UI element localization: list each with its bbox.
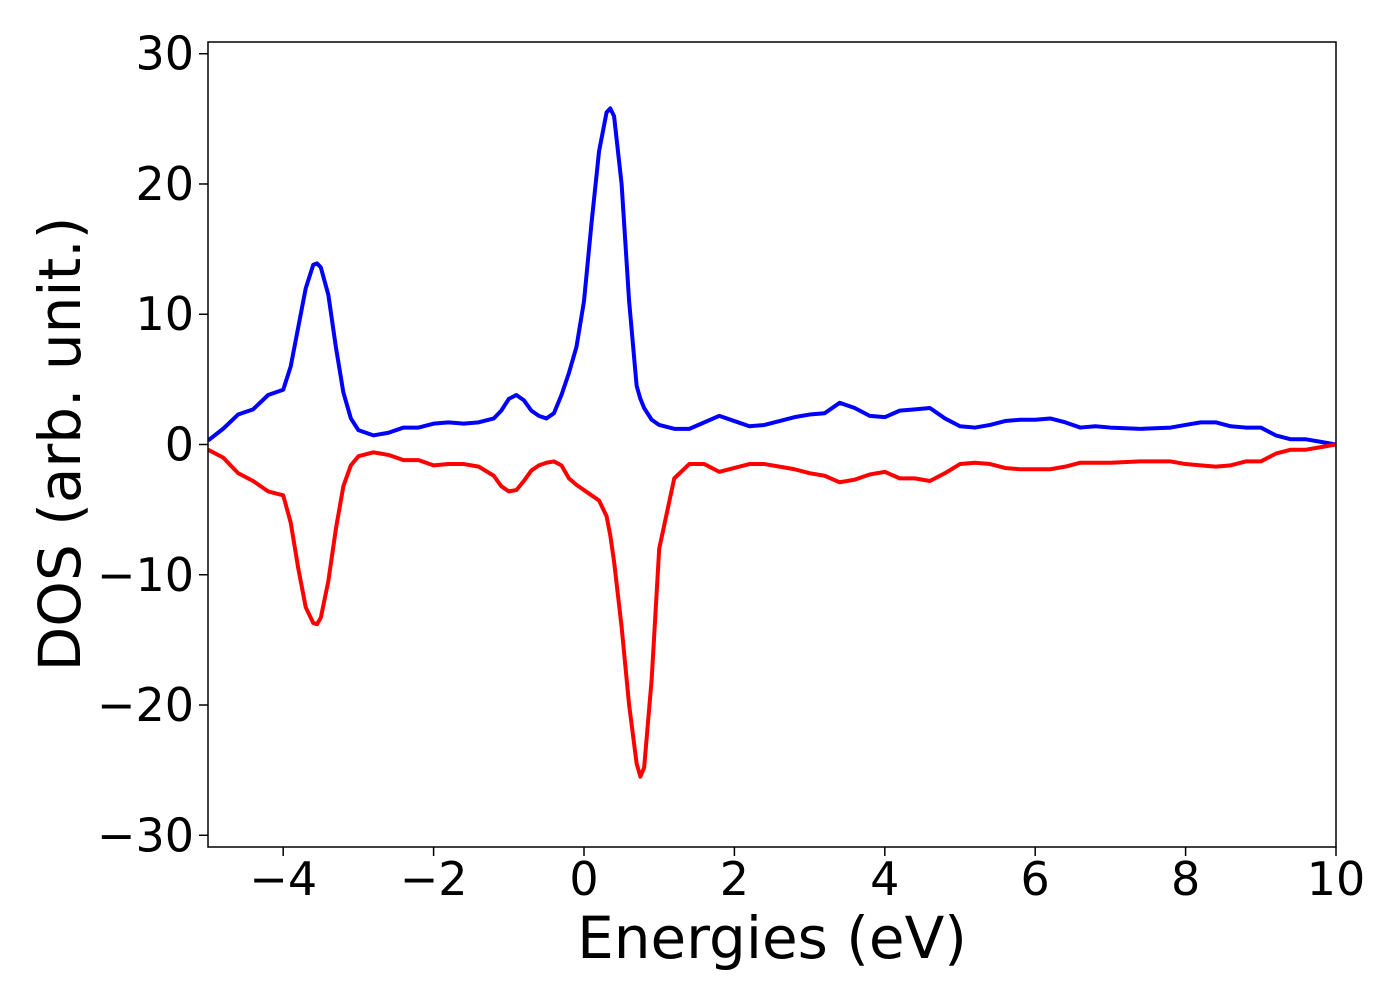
x-tick-label: 6 <box>1021 852 1050 906</box>
y-tick-label: −30 <box>97 808 194 862</box>
x-tick-label: 2 <box>720 852 749 906</box>
plot-frame <box>207 41 1337 848</box>
dos-line <box>208 106 1336 447</box>
x-tick-label: 0 <box>569 852 598 906</box>
y-tick-label: 20 <box>135 157 194 211</box>
y-tick-label: 10 <box>135 287 194 341</box>
x-tick-label: −2 <box>400 852 468 906</box>
x-tick-label: −4 <box>249 852 317 906</box>
y-tick-label: 0 <box>165 418 194 472</box>
y-tick-label: −20 <box>97 678 194 732</box>
x-tick-label: 4 <box>870 852 899 906</box>
x-tick-label: 8 <box>1171 852 1200 906</box>
y-tick-label: −10 <box>97 548 194 602</box>
y-axis-label: DOS (arb. unit.) <box>26 217 94 672</box>
dos-line <box>208 442 1336 779</box>
y-tick-label: 30 <box>135 27 194 81</box>
x-axis-label: Energies (eV) <box>577 904 967 972</box>
x-tick-label: 10 <box>1307 852 1366 906</box>
